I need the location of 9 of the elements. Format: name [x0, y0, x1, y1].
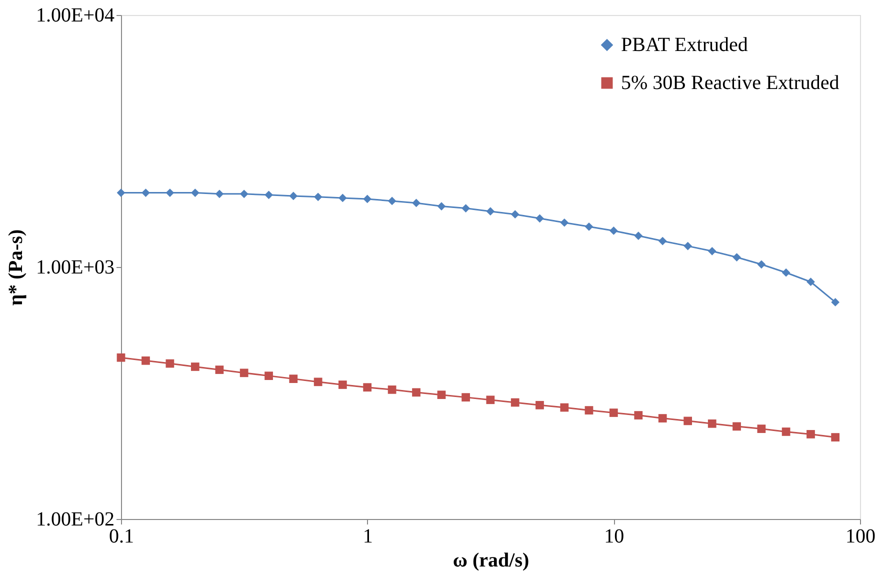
legend-label: 5% 30B Reactive Extruded — [621, 72, 840, 94]
x-tick-label: 1 — [362, 526, 373, 548]
y-axis-title: η* (Pa-s) — [5, 229, 28, 306]
y-tick-label: 1.00E+04 — [36, 4, 114, 26]
x-tick-label: 100 — [846, 526, 876, 548]
y-tick-label: 1.00E+03 — [36, 256, 114, 278]
x-tick-label: 10 — [604, 526, 624, 548]
legend-label: PBAT Extruded — [621, 34, 748, 56]
x-axis-title: ω (rad/s) — [452, 550, 530, 572]
